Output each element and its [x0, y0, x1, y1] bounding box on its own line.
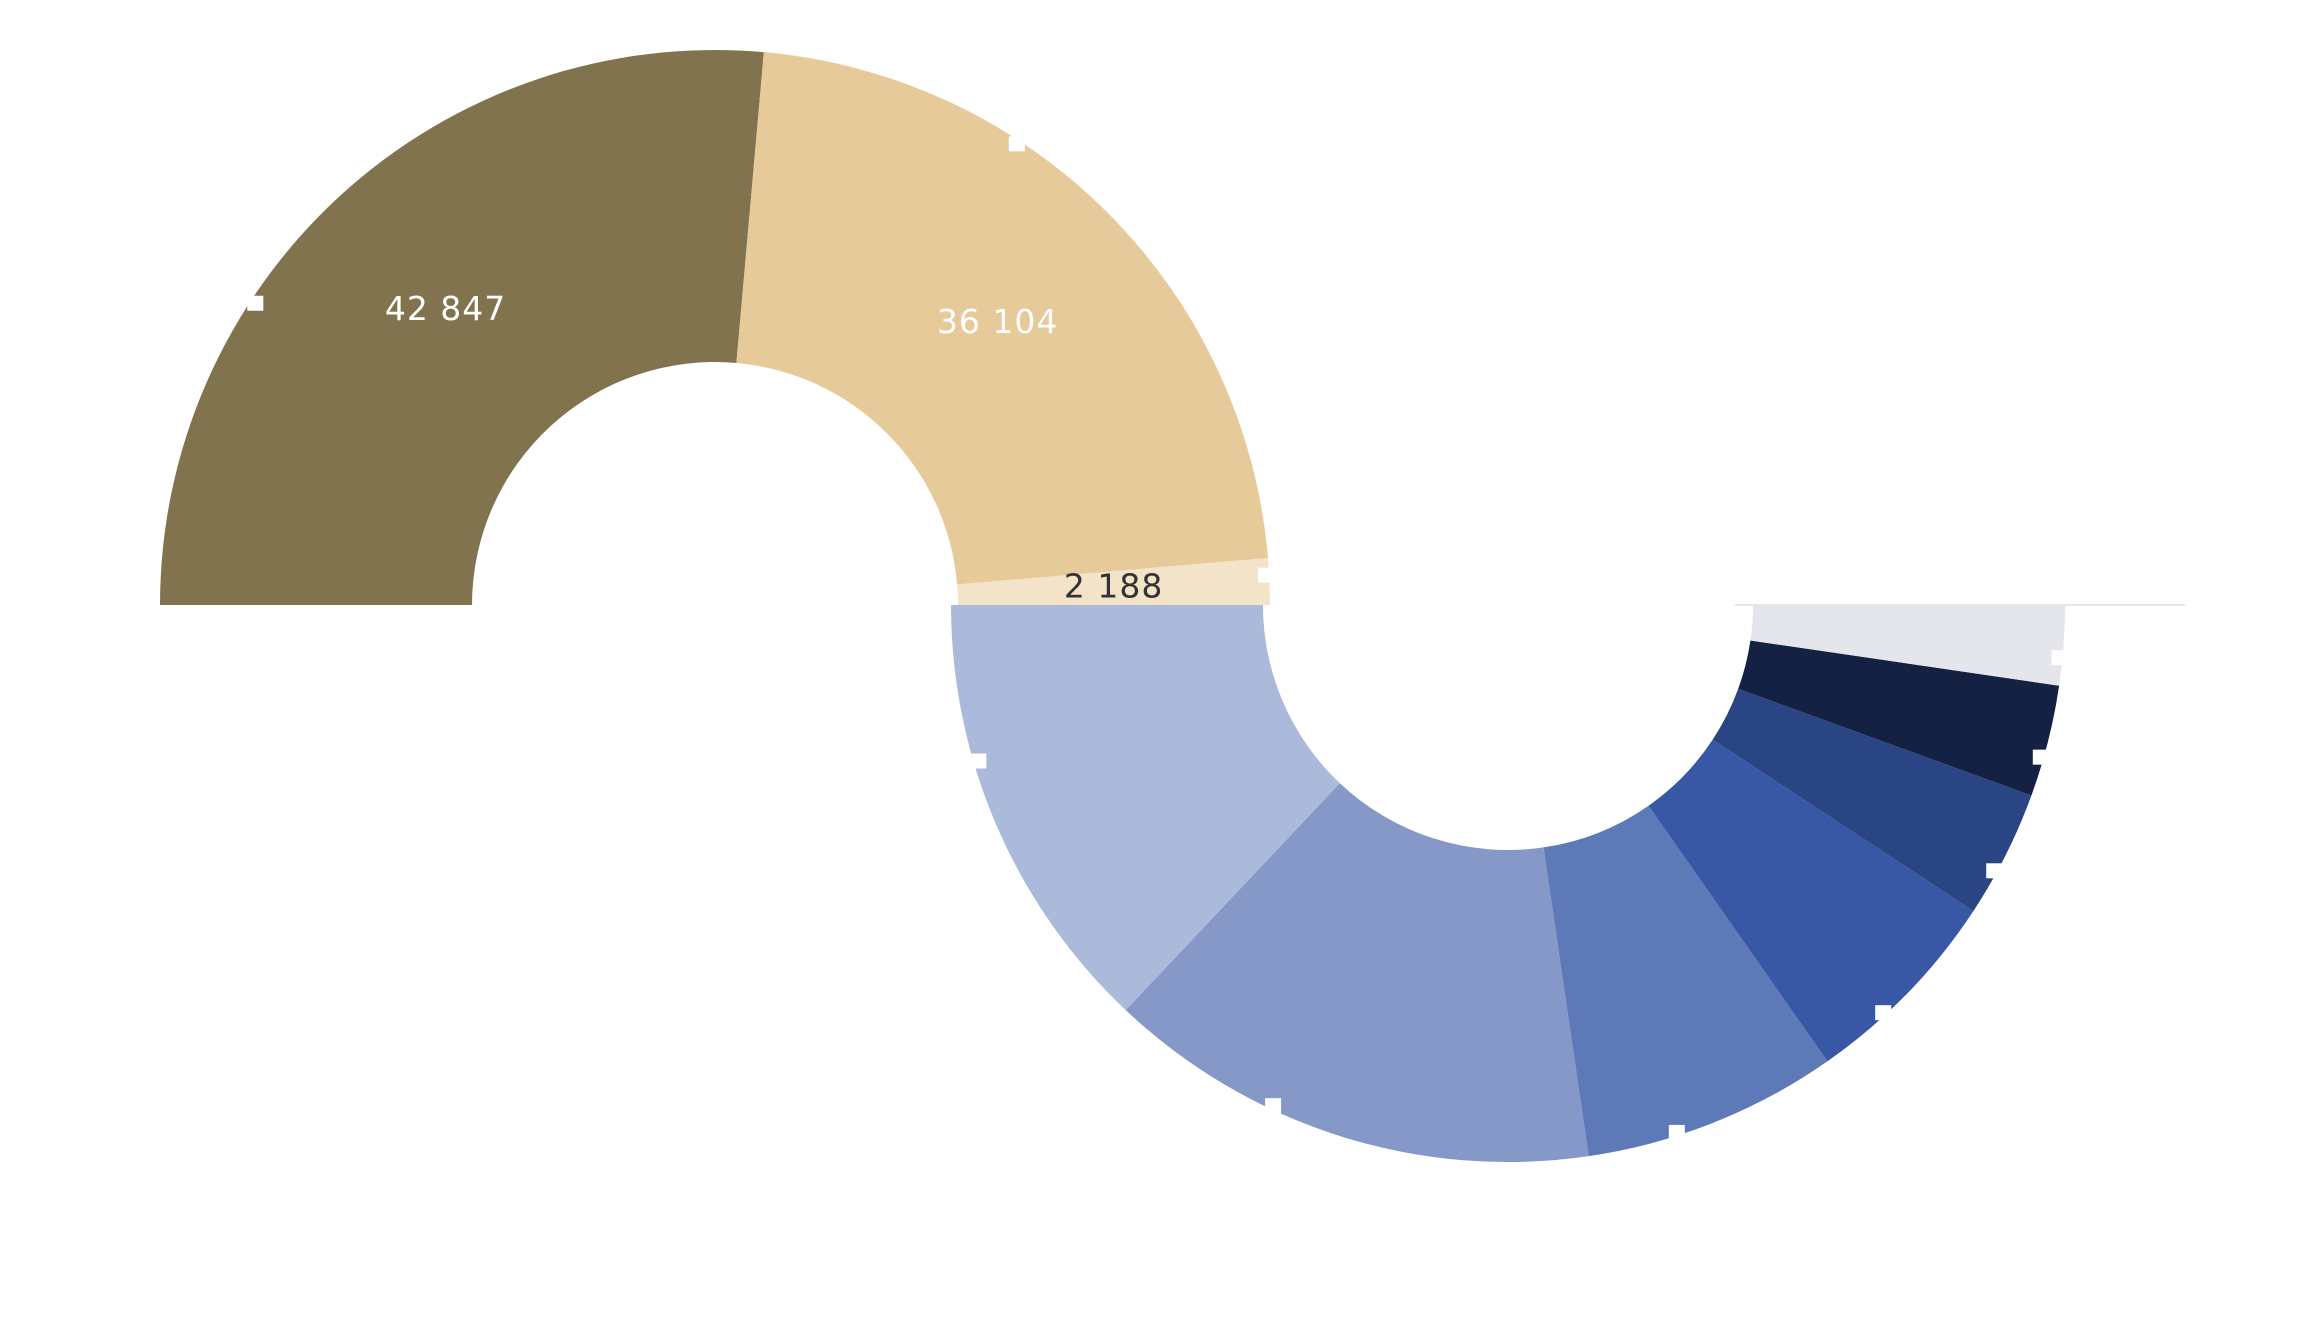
upper-half-donut: 42 847 36 104 2 188: [160, 49, 1275, 606]
slice-marker: [2051, 650, 2068, 666]
slice-value-label: 36 104: [937, 302, 1058, 341]
donut-slice[interactable]: [160, 49, 764, 605]
slice-value-label: 2 188: [1064, 567, 1163, 606]
donut-slice[interactable]: [1712, 688, 2032, 912]
slice-marker: [1875, 1005, 1892, 1021]
slice-marker: [2032, 749, 2049, 765]
donut-slice[interactable]: [1543, 805, 1828, 1157]
slice-marker: [1258, 567, 1275, 583]
slice-marker: [1986, 863, 2003, 879]
donut-slice[interactable]: [1738, 640, 2060, 796]
donut-slice[interactable]: [951, 605, 1340, 1011]
slice-marker: [1668, 1124, 1685, 1140]
slice-marker: [970, 753, 987, 769]
lower-half-donut: [951, 605, 2068, 1162]
donut-slice[interactable]: [736, 52, 1269, 585]
donut-slice[interactable]: [1648, 739, 1974, 1062]
donut-slice[interactable]: [1125, 783, 1589, 1162]
donut-slice[interactable]: [957, 558, 1270, 605]
donut-slice[interactable]: [1750, 605, 2065, 686]
slice-value-label: 42 847: [385, 289, 506, 328]
slice-marker: [1265, 1098, 1282, 1114]
slice-marker: [247, 295, 264, 311]
slice-marker: [1008, 136, 1025, 152]
